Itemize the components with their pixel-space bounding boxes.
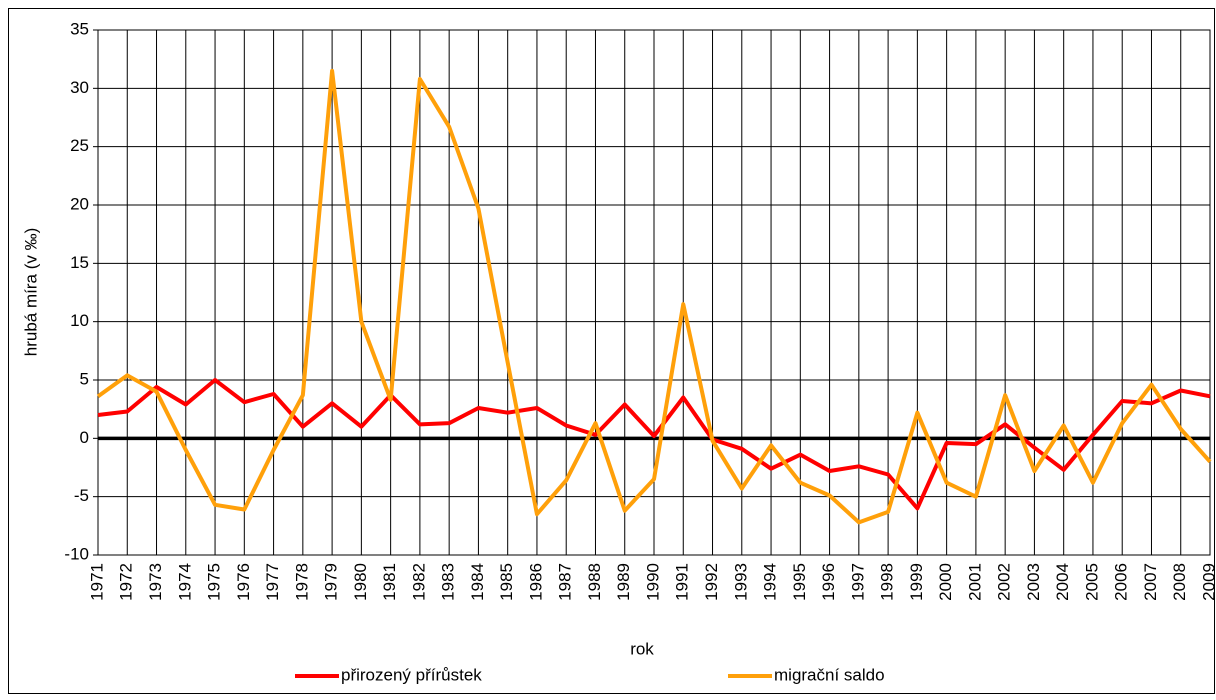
y-tick-label: -10 [64,544,89,563]
x-tick-label: 1991 [673,563,692,601]
x-tick-label: 1992 [702,563,721,601]
x-tick-label: 1979 [322,563,341,601]
x-tick-label: 2009 [1199,563,1216,601]
x-tick-label: 1997 [848,563,867,601]
x-tick-label: 1984 [468,563,487,601]
y-tick-label: 5 [80,369,89,388]
y-tick-label: 10 [70,311,89,330]
x-tick-label: 1974 [175,563,194,601]
x-tick-label: 1993 [731,563,750,601]
x-tick-label: 1986 [526,563,545,601]
x-tick-label: 1980 [351,563,370,601]
x-tick-label: 1971 [87,563,106,601]
x-tick-label: 1972 [117,563,136,601]
x-tick-label: 2004 [1053,563,1072,601]
series-line [96,68,1212,525]
x-tick-label: 2005 [1082,563,1101,601]
x-tick-label: 1975 [205,563,224,601]
y-tick-label: -5 [74,486,89,505]
y-axis-label: hrubá míra (v ‰) [21,228,40,356]
series-line [97,378,1211,511]
x-tick-label: 1995 [790,563,809,601]
y-tick-label: 15 [70,253,89,272]
x-tick-label: 1994 [761,563,780,601]
y-tick-label: 20 [70,194,89,213]
x-tick-label: 2007 [1141,563,1160,601]
x-tick-label: 1998 [878,563,897,601]
x-tick-label: 1990 [643,563,662,601]
y-tick-label: 25 [70,136,89,155]
x-tick-label: 1982 [409,563,428,601]
x-tick-label: 1983 [439,563,458,601]
x-tick-label: 1981 [380,563,399,601]
x-tick-label: 1999 [907,563,926,601]
legend-label: přirozený přírůstek [341,665,482,684]
y-tick-label: 35 [70,19,89,38]
y-tick-label: 30 [70,78,89,97]
x-tick-label: 1987 [556,563,575,601]
x-tick-label: 1985 [497,563,516,601]
x-tick-label: 2003 [1024,563,1043,601]
x-tick-label: 1988 [585,563,604,601]
x-tick-label: 2000 [936,563,955,601]
x-axis-label: rok [630,639,654,658]
x-tick-label: 1978 [292,563,311,601]
x-tick-label: 2001 [965,563,984,601]
legend-label: migrační saldo [774,665,885,684]
x-tick-label: 1989 [614,563,633,601]
x-tick-label: 1996 [819,563,838,601]
x-tick-label: 1973 [146,563,165,601]
x-tick-label: 1976 [234,563,253,601]
x-tick-label: 2002 [995,563,1014,601]
x-tick-label: 2008 [1170,563,1189,601]
x-tick-label: 1977 [263,563,282,601]
y-tick-label: 0 [80,428,89,447]
x-tick-label: 2006 [1112,563,1131,601]
